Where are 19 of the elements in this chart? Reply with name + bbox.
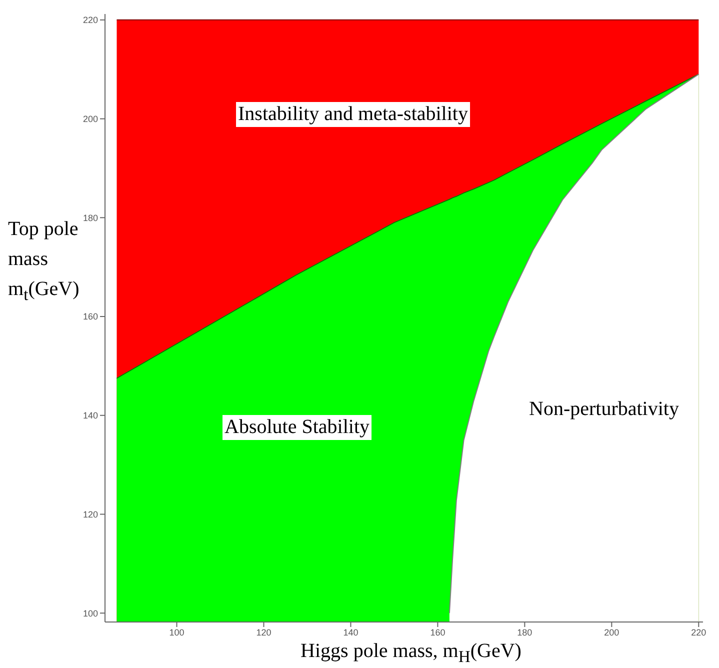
x-tick-label: 140	[343, 627, 358, 638]
y-tick-label: 100	[82, 608, 98, 618]
x-tick-label: 120	[256, 627, 272, 638]
annotation: Absolute Stability	[222, 415, 372, 440]
annotation: Instability and meta-stability	[236, 102, 470, 127]
x-axis-title: Higgs pole mass, m$_{H}$(GeV)	[300, 640, 522, 667]
x-tick-label: 220	[691, 627, 706, 638]
x-tick-label: 160	[430, 627, 446, 638]
y-tick-label: 160	[82, 312, 98, 322]
y-axis-title: Top pole mass m$_{t}$(GeV)	[8, 218, 80, 304]
y-tick-label: 140	[82, 410, 98, 421]
x-tick-label: 200	[604, 627, 620, 638]
y-tick-label: 120	[82, 509, 98, 520]
y-tick-label: 180	[82, 212, 98, 223]
y-tick-label: 200	[82, 114, 98, 124]
annotation: Non-perturbativity	[527, 397, 681, 422]
x-tick-label: 100	[169, 627, 184, 638]
x-tick-label: 180	[517, 627, 532, 638]
y-tick-label: 220	[82, 15, 98, 26]
